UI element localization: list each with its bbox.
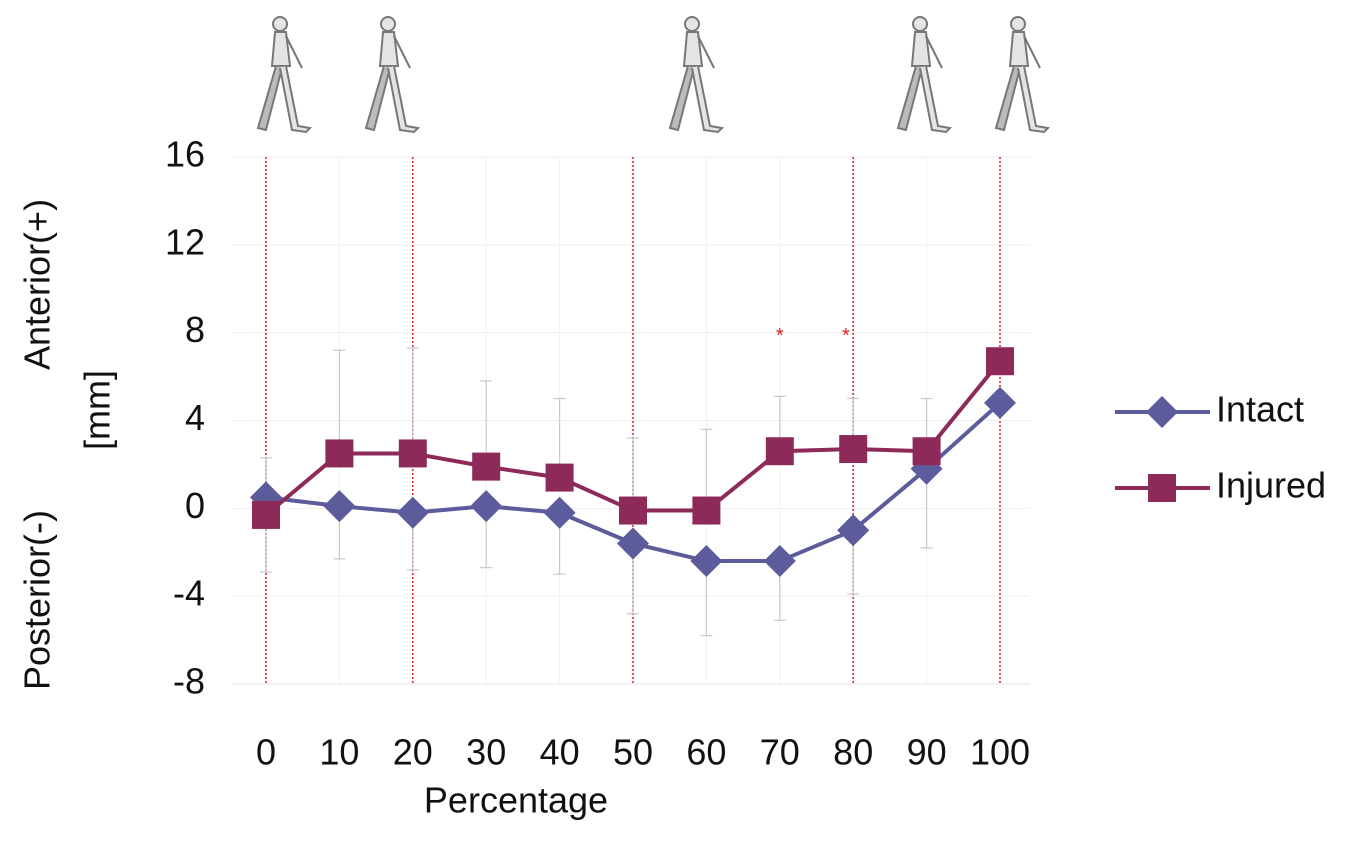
error-bar [333,350,345,453]
x-tick-label: 0 [256,732,276,773]
gait-figures [258,17,1048,132]
data-point [619,497,647,525]
y-tick-label: 12 [165,221,205,262]
legend-label: Intact [1216,389,1304,430]
x-tick-label: 50 [613,732,653,773]
data-point [323,490,355,522]
x-tick-label: 100 [970,732,1030,773]
x-tick-label: 10 [319,732,359,773]
x-tick-label: 90 [907,732,947,773]
y-axis-unit: [mm] [77,370,118,450]
legend-marker [1146,396,1178,428]
legend-label: Injured [1216,465,1326,506]
data-point [546,464,574,492]
x-tick-label: 60 [686,732,726,773]
annotation: * [776,325,784,347]
data-point [764,545,796,577]
legend-marker [1148,474,1176,502]
data-point [397,497,429,529]
y-axis-label: Anterior(+) [17,199,58,370]
data-point [544,497,576,529]
y-tick-label: 16 [165,134,205,175]
data-point [692,497,720,525]
error-bar [407,348,419,453]
x-tick-label: 80 [833,732,873,773]
y-tick-label: -8 [173,661,205,702]
x-tick-label: 20 [393,732,433,773]
data-point [325,439,353,467]
x-tick-label: 70 [760,732,800,773]
annotation: * [842,325,850,347]
chart: Percentage Posterior(-) Anterior(+) [mm]… [0,0,1370,836]
x-tick-label: 30 [466,732,506,773]
y-tick-label: -4 [173,573,205,614]
data-point [839,435,867,463]
y-tick-label: 4 [185,397,205,438]
data-point [617,527,649,559]
y-axis-label: Posterior(-) [17,510,58,690]
x-axis-label: Percentage [424,780,608,821]
data-point [399,439,427,467]
y-tick-label: 0 [185,485,205,526]
data-point [766,437,794,465]
data-point [472,453,500,481]
data-point [690,545,722,577]
x-tick-label: 40 [540,732,580,773]
data-point [252,501,280,529]
data-point [913,437,941,465]
data-point [986,347,1014,375]
y-tick-label: 8 [185,309,205,350]
data-point [470,490,502,522]
